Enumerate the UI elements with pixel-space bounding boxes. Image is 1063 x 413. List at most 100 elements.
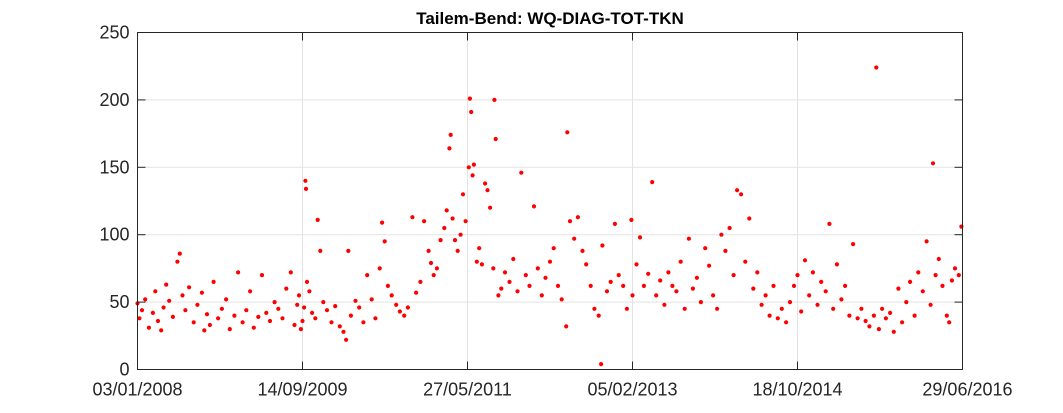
data-point (531, 204, 537, 209)
data-point (727, 225, 732, 231)
data-point (621, 283, 626, 288)
data-point (296, 293, 302, 298)
data-point (779, 306, 784, 311)
data-point (947, 320, 952, 325)
data-point (307, 289, 312, 294)
data-point (431, 273, 436, 278)
data-point (629, 217, 634, 222)
data-point (698, 300, 704, 305)
data-point (442, 225, 447, 231)
data-point (564, 324, 569, 329)
data-point (604, 289, 610, 294)
data-point (450, 216, 455, 221)
data-point (344, 337, 349, 342)
data-point (637, 235, 643, 240)
data-point (928, 302, 933, 307)
data-point (150, 310, 155, 315)
data-point (385, 283, 390, 288)
data-point (470, 173, 475, 178)
data-point (851, 242, 856, 247)
data-point (743, 259, 748, 264)
x-tick-label: 05/02/2013 (587, 380, 677, 400)
data-point (341, 329, 346, 334)
data-point (799, 309, 804, 314)
data-point (466, 165, 471, 170)
data-point (483, 181, 488, 186)
data-point (139, 308, 145, 313)
data-point (747, 216, 752, 221)
data-point (575, 215, 581, 220)
data-point (670, 283, 675, 288)
data-point (353, 298, 358, 303)
data-point (365, 273, 370, 278)
data-point (694, 275, 700, 280)
x-tick-label: 27/05/2011 (423, 380, 512, 400)
data-point (146, 325, 151, 330)
data-point (204, 312, 210, 317)
data-point (547, 259, 553, 264)
data-point (891, 329, 896, 334)
data-point (539, 293, 544, 298)
data-point (485, 188, 490, 193)
data-point (888, 310, 893, 315)
data-point (715, 306, 720, 311)
data-point (815, 302, 820, 307)
axis-ticks: 0 50 100 150 200 250 03/01/2008 14/09/2009 27/05… (92, 23, 1012, 400)
data-point (791, 283, 797, 288)
data-point (759, 302, 764, 307)
data-point (207, 322, 212, 328)
data-point (767, 313, 772, 318)
data-point (827, 221, 832, 226)
data-point (428, 260, 434, 266)
data-point (883, 316, 889, 321)
data-point (795, 273, 800, 278)
data-point (755, 270, 760, 275)
data-point (224, 297, 229, 302)
data-point (690, 286, 696, 291)
data-point (920, 289, 925, 294)
data-point (735, 188, 740, 193)
data-point (855, 316, 860, 321)
data-point (682, 306, 687, 311)
data-point (175, 259, 180, 264)
data-point (177, 251, 182, 256)
data-point (511, 256, 516, 262)
data-point (831, 306, 836, 311)
data-point (292, 322, 297, 328)
data-point (719, 232, 724, 237)
data-point (527, 283, 532, 288)
data-point (329, 320, 334, 325)
data-point (493, 136, 498, 142)
data-point (551, 246, 556, 251)
data-point (839, 297, 844, 302)
data-point (666, 270, 671, 275)
data-point (515, 289, 520, 294)
data-point (137, 316, 142, 321)
data-point (810, 270, 816, 275)
data-point (361, 320, 366, 325)
data-point (936, 256, 941, 262)
data-point (373, 316, 378, 321)
data-point (751, 286, 756, 291)
data-point (444, 208, 449, 213)
data-point (634, 262, 639, 267)
data-point (572, 236, 577, 241)
data-point (402, 313, 407, 318)
data-point (650, 180, 655, 185)
data-point (763, 293, 768, 298)
data-point (496, 293, 501, 298)
data-point (916, 270, 921, 275)
data-point (211, 279, 216, 284)
data-point (912, 313, 917, 318)
data-point (952, 266, 958, 271)
data-point (847, 313, 852, 318)
data-point (357, 305, 362, 310)
data-point (248, 289, 253, 294)
data-point (658, 278, 663, 283)
data-point (410, 215, 415, 220)
data-point (377, 266, 382, 271)
data-point (949, 278, 955, 283)
data-point (143, 297, 148, 302)
data-point (834, 262, 840, 267)
